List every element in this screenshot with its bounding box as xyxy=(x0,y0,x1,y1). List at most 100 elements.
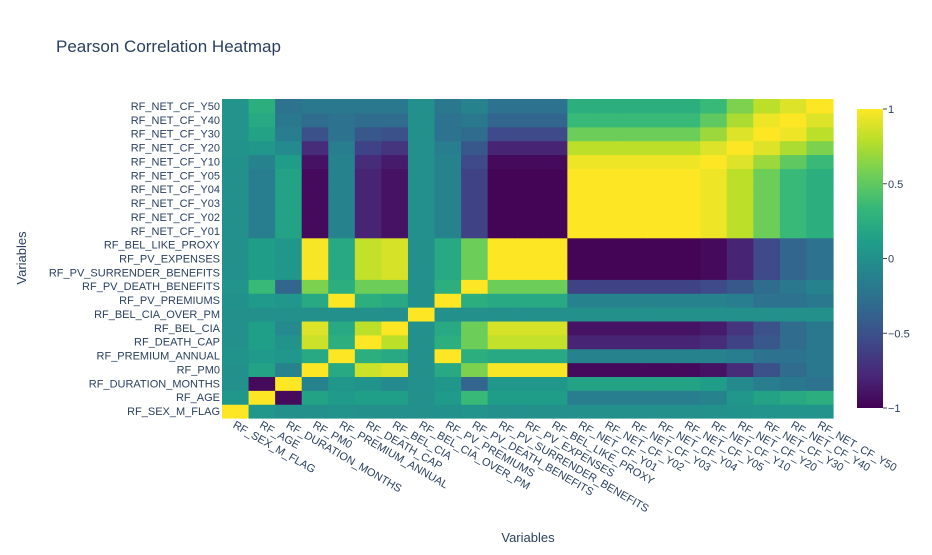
heatmap-cell xyxy=(222,237,250,253)
heatmap-cell xyxy=(301,334,329,350)
heatmap-cell xyxy=(593,279,622,294)
heatmap-cell xyxy=(222,154,250,169)
heatmap-cell xyxy=(726,196,754,211)
heatmap-cell xyxy=(434,320,462,336)
heatmap-cell xyxy=(434,362,462,377)
heatmap-cell xyxy=(514,168,542,183)
y-tick-labels: RF_SEX_M_FLAG RF_AGE RF_DURATION_MONTHS RF_… xyxy=(49,101,221,418)
heatmap-cell xyxy=(753,112,781,128)
heatmap-cell xyxy=(647,154,675,169)
heatmap-cell xyxy=(354,348,382,364)
heatmap-cell xyxy=(301,223,329,239)
heatmap-cell xyxy=(354,126,382,142)
heatmap-cell xyxy=(540,112,568,128)
heatmap-cell xyxy=(567,209,595,225)
heatmap-cell xyxy=(434,140,462,156)
y-tick-label: RF_BEL_CIA_OVER_PM xyxy=(94,309,220,321)
heatmap-cell xyxy=(700,154,728,169)
heatmap-cell xyxy=(275,196,303,211)
heatmap-cell xyxy=(726,279,754,294)
colorbar-ticks: 1 0.5 0 −0.5 −1 xyxy=(883,104,910,415)
heatmap-cell xyxy=(407,251,436,267)
heatmap-cell xyxy=(328,376,356,391)
heatmap-cell xyxy=(593,209,622,225)
heatmap-cell xyxy=(381,334,409,350)
heatmap-cell xyxy=(487,307,515,322)
heatmap-cell xyxy=(514,320,542,336)
heatmap-cell xyxy=(700,112,728,128)
heatmap-cell xyxy=(407,237,436,253)
heatmap-cell xyxy=(567,390,595,405)
heatmap-cell xyxy=(407,279,436,294)
heatmap-cell xyxy=(354,265,382,280)
colorbar-tick-label: 0.5 xyxy=(888,179,903,191)
heatmap-cell xyxy=(700,390,728,405)
heatmap-cell xyxy=(806,112,834,128)
heatmap-cell xyxy=(222,140,250,156)
heatmap-cell xyxy=(434,223,462,239)
heatmap-cell xyxy=(540,223,568,239)
heatmap-cell xyxy=(700,223,728,239)
heatmap-cell xyxy=(301,182,329,197)
heatmap-cell xyxy=(487,99,515,114)
heatmap-cell xyxy=(726,112,754,128)
heatmap-cell xyxy=(381,390,409,405)
heatmap-cell xyxy=(487,182,515,197)
heatmap-cell xyxy=(567,237,595,253)
heatmap-cell xyxy=(540,168,568,183)
heatmap-cell xyxy=(301,362,329,377)
heatmap-cell xyxy=(434,209,462,225)
heatmap-cell xyxy=(248,362,276,377)
heatmap-cell xyxy=(248,293,276,308)
heatmap-cell xyxy=(434,334,462,350)
heatmap-cell xyxy=(487,196,515,211)
heatmap-cell xyxy=(753,223,781,239)
heatmap-cell xyxy=(354,112,382,128)
heatmap-cell xyxy=(222,362,250,377)
heatmap-cell xyxy=(753,237,781,253)
heatmap-cell xyxy=(540,279,568,294)
heatmap-cell xyxy=(461,265,489,280)
y-tick-label: RF_NET_CF_Y20 xyxy=(131,143,220,155)
heatmap-cell xyxy=(487,168,515,183)
heatmap-cell xyxy=(248,265,276,280)
heatmap-cell xyxy=(673,362,701,377)
heatmap-cell xyxy=(461,99,489,114)
heatmap-cell xyxy=(567,348,595,364)
heatmap-cell xyxy=(301,390,329,405)
heatmap-cell xyxy=(647,320,675,336)
heatmap-cell xyxy=(354,376,382,391)
heatmap-cell xyxy=(487,112,515,128)
heatmap-cell xyxy=(726,99,754,114)
heatmap-cell xyxy=(806,265,834,280)
y-tick-label: RF_NET_CF_Y01 xyxy=(131,226,220,238)
heatmap-cell xyxy=(753,140,781,156)
heatmap-cell xyxy=(700,182,728,197)
y-tick-label: RF_NET_CF_Y04 xyxy=(131,184,220,196)
heatmap-cell xyxy=(673,404,701,419)
heatmap-cell xyxy=(540,251,568,267)
heatmap-cell xyxy=(461,293,489,308)
heatmap-cell xyxy=(407,376,436,391)
y-tick-label: RF_PV_SURRENDER_BENEFITS xyxy=(49,267,220,279)
heatmap-cell xyxy=(647,99,675,114)
heatmap-cell xyxy=(806,196,834,211)
heatmap-cell xyxy=(753,307,781,322)
x-tick-labels: RF_SEX_M_FLAGRF_AGERF_DURATION_MONTHSRF_… xyxy=(231,419,899,515)
heatmap-cell xyxy=(487,140,515,156)
heatmap-cell xyxy=(647,293,675,308)
heatmap-cell xyxy=(461,376,489,391)
heatmap-cell xyxy=(726,307,754,322)
heatmap-cell xyxy=(593,154,622,169)
heatmap-cell xyxy=(540,334,568,350)
heatmap-cell xyxy=(620,140,648,156)
heatmap-cell xyxy=(514,251,542,267)
heatmap-cell xyxy=(620,320,648,336)
heatmap-cell xyxy=(700,140,728,156)
heatmap-cell xyxy=(700,251,728,267)
heatmap-cell xyxy=(779,126,808,142)
heatmap-cell xyxy=(354,334,382,350)
heatmap-cell xyxy=(275,126,303,142)
heatmap-cell xyxy=(248,154,276,169)
